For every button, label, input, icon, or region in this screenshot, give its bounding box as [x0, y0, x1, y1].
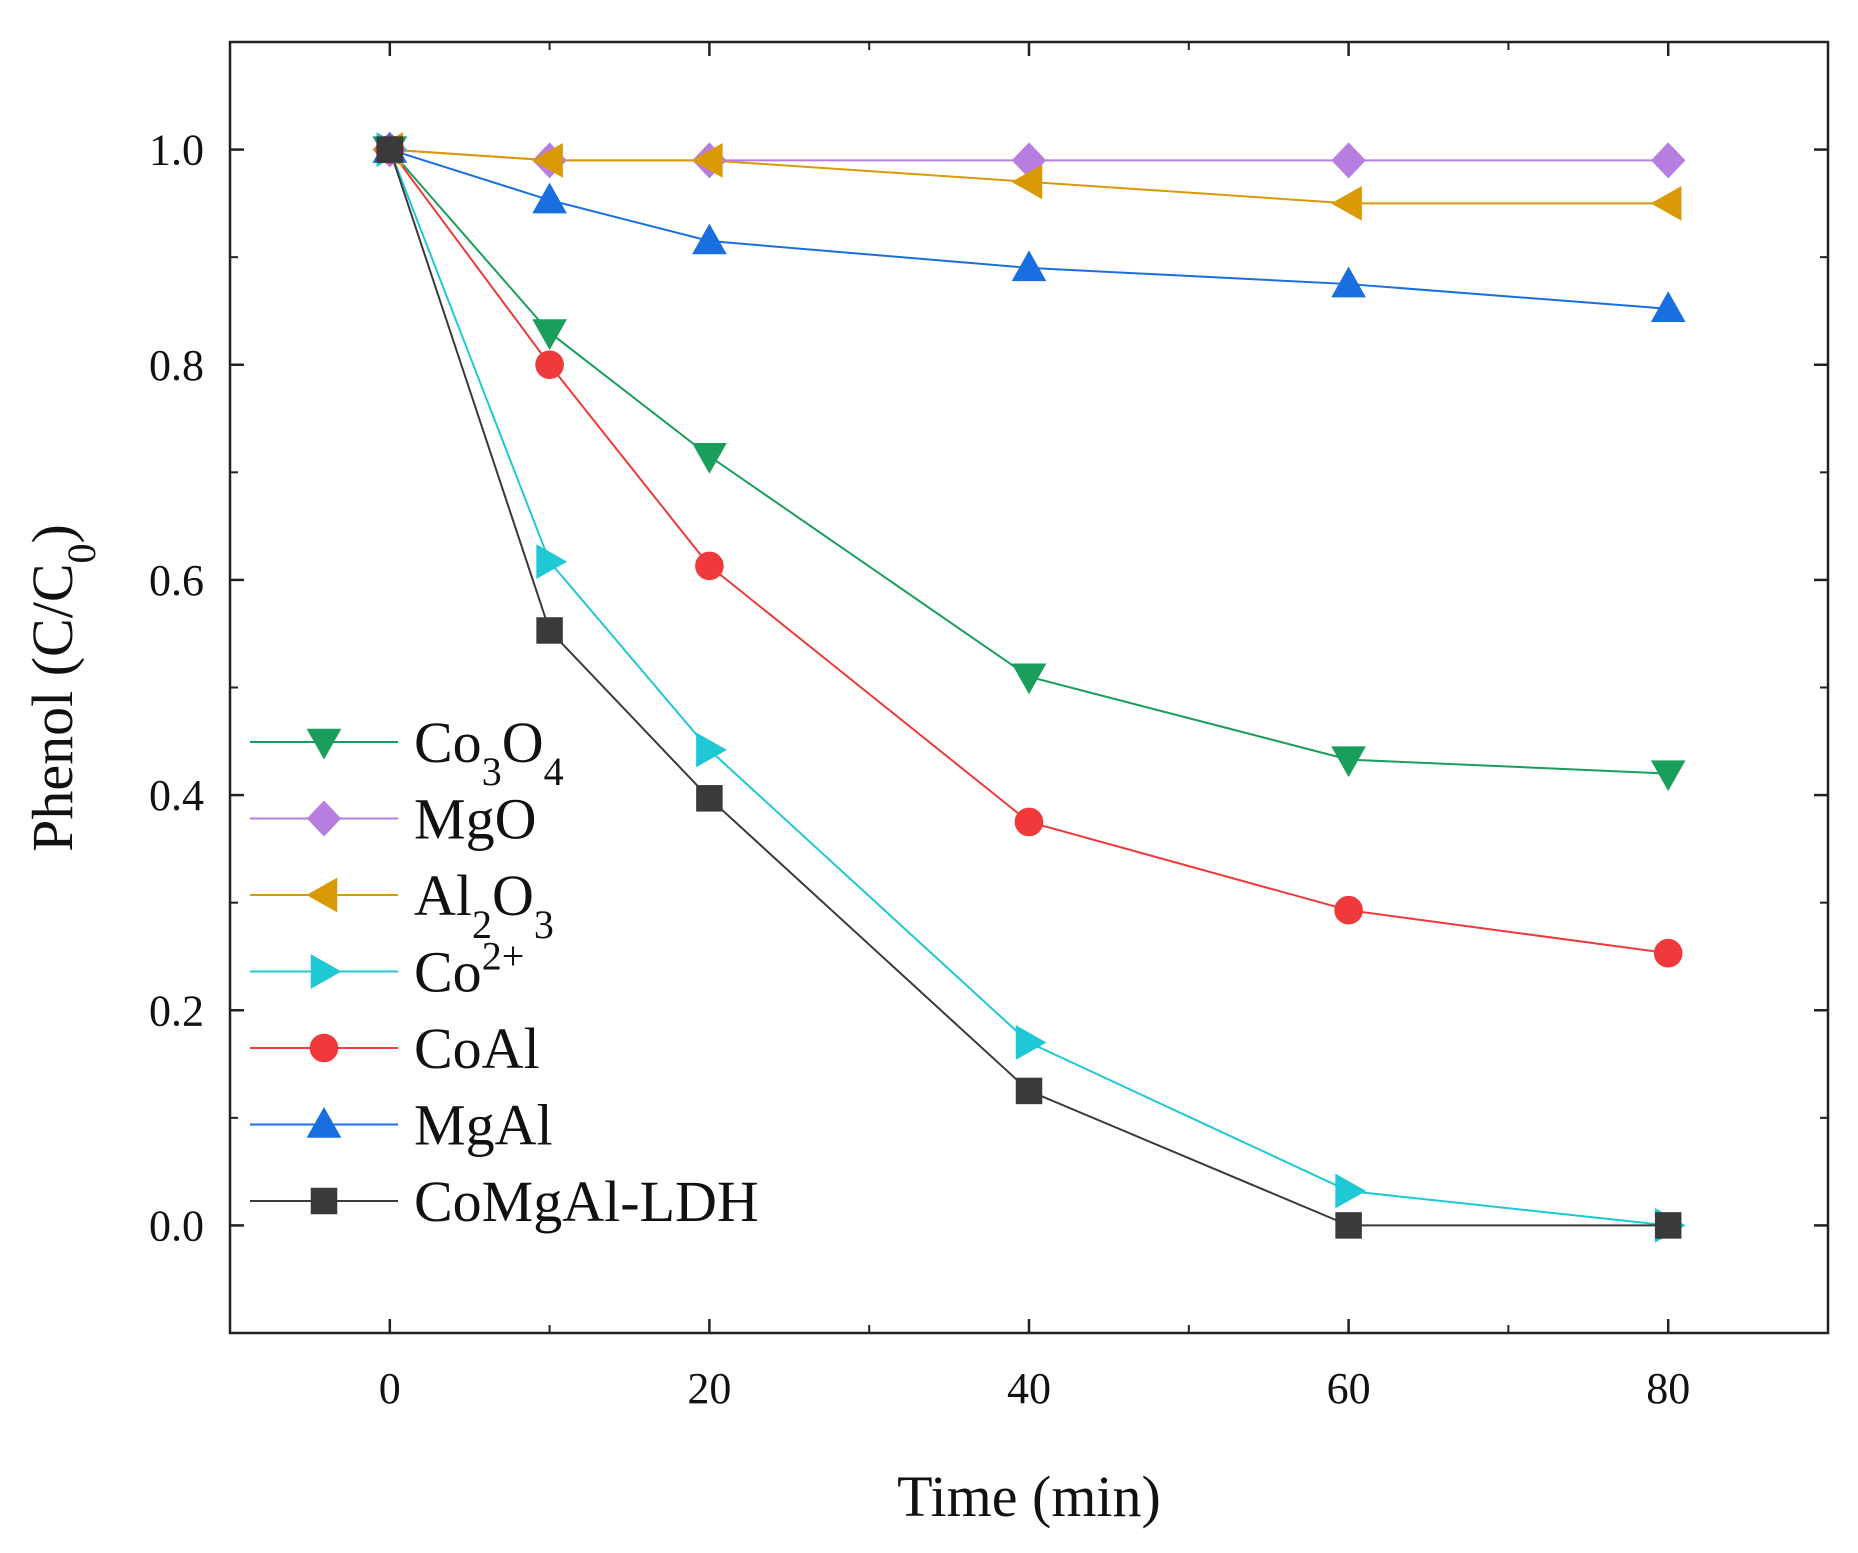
legend-label: Co2+: [414, 933, 524, 1005]
series-line: [389, 148, 1669, 775]
legend-marker: [306, 1106, 342, 1138]
series-line: [388, 148, 1669, 955]
axis-ticks: 0 20 40 60 80 0.0 0.2 0.4 0.6 0.8 1.0: [149, 41, 1829, 1413]
data-point: [1335, 1212, 1362, 1239]
data-point: [1650, 186, 1682, 221]
data-point: [1011, 164, 1043, 200]
legend-marker: [309, 1033, 339, 1063]
data-point: [1650, 291, 1686, 323]
data-point: [1015, 1025, 1047, 1060]
data-point: [1654, 1212, 1682, 1239]
series-line: [389, 148, 1669, 310]
x-tick-label: 60: [1327, 1364, 1371, 1413]
y-tick-label: 0.6: [149, 556, 204, 605]
legend-label: Co3O4: [414, 710, 564, 794]
series-line: [389, 148, 1669, 205]
data-point: [1335, 1173, 1367, 1209]
data-point: [691, 142, 723, 178]
data-point: [1014, 807, 1044, 837]
legend-label: MgO: [414, 787, 536, 852]
data-point: [1331, 746, 1366, 778]
legend-marker: [306, 800, 342, 837]
x-tick-label: 0: [379, 1364, 401, 1413]
legend-label: CoAl: [414, 1016, 540, 1081]
y-tick-label: 0.8: [149, 341, 204, 390]
data-point: [376, 136, 404, 163]
y-tick-label: 0.4: [149, 771, 204, 820]
data-point: [535, 350, 564, 380]
legend-marker: [306, 728, 342, 760]
legend-marker: [310, 1187, 338, 1215]
x-axis-title: Time (min): [897, 1464, 1161, 1529]
data-point: [536, 617, 563, 644]
series-line: [388, 149, 1669, 1227]
data-point: [1651, 142, 1686, 179]
data-point: [695, 551, 724, 581]
y-tick-label: 0.0: [149, 1201, 204, 1250]
data-point: [1331, 186, 1362, 221]
legend-marker: [310, 954, 342, 989]
series-line: [388, 149, 1669, 1227]
data-point: [1015, 1077, 1043, 1105]
data-point: [1011, 250, 1047, 282]
data-point: [1331, 142, 1366, 179]
y-tick-label: 0.2: [149, 986, 204, 1035]
legend-label: MgAl: [414, 1093, 553, 1158]
legend-label: CoMgAl-LDH: [414, 1169, 759, 1234]
data-point: [536, 544, 568, 579]
data-point: [1331, 266, 1366, 298]
legend-label: Al2O3: [414, 863, 554, 947]
x-tick-label: 20: [687, 1364, 731, 1413]
data-point: [1650, 760, 1686, 792]
series-lines: [388, 148, 1669, 1227]
data-point: [696, 785, 723, 812]
data-point: [1334, 895, 1363, 925]
data-point: [692, 442, 727, 474]
data-point: [1011, 663, 1047, 695]
series-markers: [372, 131, 1686, 1243]
y-axis-title: Phenol (C/C0): [20, 524, 104, 852]
data-point: [1653, 938, 1683, 968]
data-point: [692, 223, 727, 255]
y-tick-label: 1.0: [149, 126, 204, 175]
legend-marker: [306, 877, 338, 913]
x-tick-label: 80: [1646, 1364, 1690, 1413]
data-point: [532, 182, 567, 214]
data-point: [532, 142, 563, 178]
x-tick-label: 40: [1007, 1364, 1051, 1413]
data-point: [532, 319, 567, 350]
data-point: [696, 732, 727, 768]
